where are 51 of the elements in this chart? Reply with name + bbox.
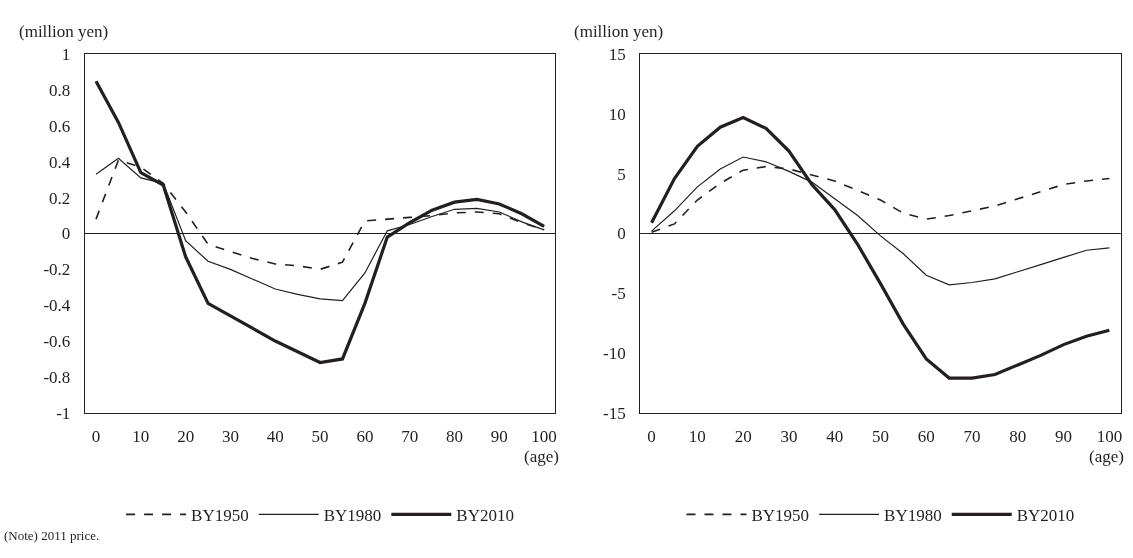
y-tick-label: 0.6 (49, 116, 71, 136)
x-tick-label: 20 (734, 427, 752, 447)
y-tick-label: 0.8 (49, 81, 71, 101)
legend-label: BY1980 (884, 505, 942, 525)
y-tick-label: 0.4 (49, 152, 71, 172)
y-tick-label: 0 (617, 224, 626, 244)
y-tick-label: -15 (602, 403, 626, 423)
x-tick-label: 40 (266, 427, 284, 447)
x-axis-title: (age) (1089, 447, 1124, 466)
y-tick-label: -1 (56, 403, 71, 423)
y-tick-label: -10 (602, 343, 626, 363)
x-tick-label: 40 (826, 427, 844, 447)
x-tick-label: 0 (91, 427, 101, 447)
x-tick-label: 30 (221, 427, 239, 447)
x-tick-label: 20 (177, 427, 195, 447)
y-tick-label: -0.2 (43, 260, 71, 280)
x-tick-label: 0 (647, 427, 656, 447)
x-tick-label: 10 (688, 427, 706, 447)
x-tick-label: 100 (1096, 427, 1123, 447)
y-tick-label: -0.4 (43, 296, 71, 316)
x-tick-label: 80 (446, 427, 464, 447)
y-tick-label: 5 (617, 164, 626, 184)
legend-label: BY2010 (456, 505, 514, 525)
legend-label: BY1980 (323, 505, 382, 525)
x-tick-label: 70 (401, 427, 419, 447)
x-tick-label: 10 (132, 427, 150, 447)
legend-label: BY2010 (1016, 505, 1075, 525)
y-tick-label: -0.8 (43, 367, 71, 387)
legend-label: BY1950 (751, 505, 810, 525)
text: (Note) 2011 price. (4, 528, 100, 543)
y-tick-label: 1 (61, 45, 71, 65)
x-tick-label: 90 (490, 427, 508, 447)
x-tick-label: 70 (963, 427, 981, 447)
x-tick-label: 30 (780, 427, 798, 447)
x-tick-label: 60 (356, 427, 374, 447)
x-tick-label: 100 (531, 427, 557, 447)
x-axis-title: (age) (524, 447, 559, 466)
y-axis-title: (million yen) (574, 22, 664, 41)
y-tick-label: 15 (608, 45, 626, 65)
x-tick-label: 60 (917, 427, 935, 447)
y-tick-label: 0 (61, 224, 71, 244)
legend-label: BY1950 (191, 505, 249, 525)
y-axis-title: (million yen) (19, 22, 109, 41)
x-tick-label: 50 (311, 427, 329, 447)
y-tick-label: 0.2 (49, 188, 71, 208)
y-tick-label: 10 (608, 104, 626, 124)
x-tick-label: 50 (871, 427, 889, 447)
y-tick-label: -0.6 (43, 331, 71, 351)
x-tick-label: 90 (1055, 427, 1073, 447)
y-tick-label: -5 (611, 284, 626, 304)
x-tick-label: 80 (1009, 427, 1027, 447)
